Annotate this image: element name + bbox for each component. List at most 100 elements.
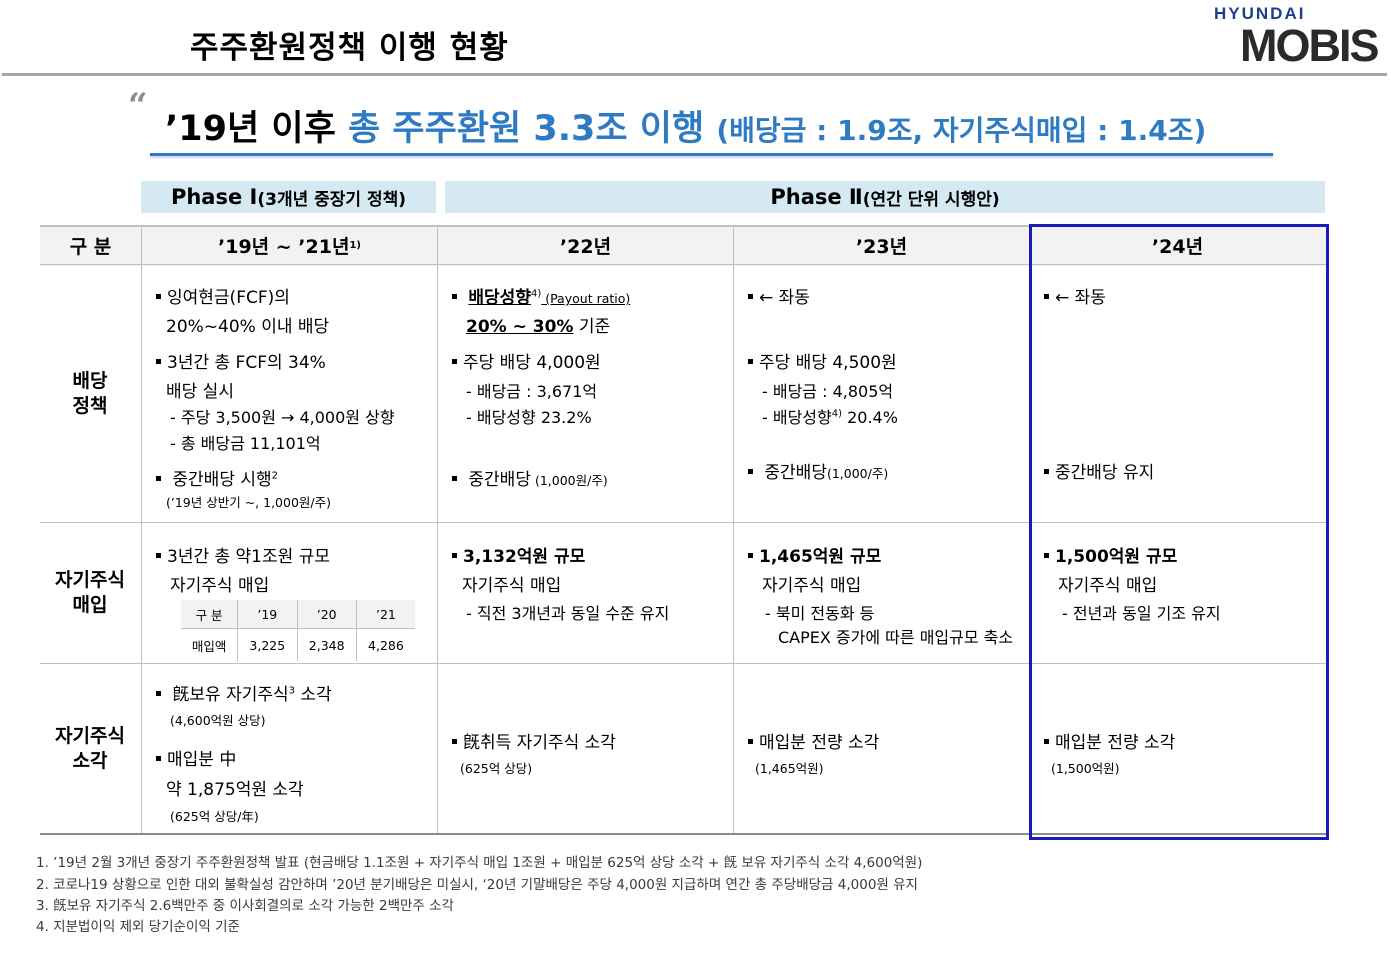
dividend-c3-line4-tail: 20.4% (842, 408, 898, 427)
col-header-2019-2021-label: ’19년 ~ ’21년 (218, 236, 350, 258)
footnote-4: 4. 지분법이익 제외 당기순이익 기준 (36, 919, 240, 935)
dividend-c2-line1: 배당성향4) (Payout ratio) (452, 283, 630, 308)
phase2-label: Phase Ⅱ (770, 185, 863, 209)
dividend-c2-line5: - 배당성향 23.2% (466, 408, 592, 427)
dividend-c2-line6: 중간배당 (1,000원/주) (452, 465, 607, 490)
buyback-c2-line1: 3,132억원 규모 (452, 542, 585, 567)
quote-mark-icon: “ (128, 86, 148, 126)
cancel-c4-line2: (1,500억원) (1051, 761, 1120, 776)
phase1-note: (3개년 중장기 정책) (257, 189, 407, 210)
phase1-band: Phase Ⅰ (3개년 중장기 정책) (141, 181, 436, 213)
col-header-2024: ’24년 (1151, 236, 1204, 258)
cancel-c1-line3: 매입분 中 (156, 745, 236, 770)
headline-part3: (배당금 : 1.9조, 자기주식매입 : 1.4조) (716, 114, 1207, 147)
buyback-c1-line2: 자기주식 매입 (170, 576, 270, 596)
row-head-dividend: 배당 정책 (40, 265, 140, 522)
dividend-c3-line5-note: (1,000/주) (826, 466, 889, 481)
mini-table-header: ’19 (237, 600, 297, 629)
dividend-c3-line1: ← 좌동 (748, 283, 810, 308)
mini-table-row: 매입액 3,225 2,348 4,286 (181, 628, 415, 661)
phase2-note: (연간 단위 시행안) (862, 189, 1000, 210)
buyback-c4-line3: - 전년과 동일 기조 유지 (1062, 604, 1221, 623)
buyback-c3-line4: CAPEX 증가에 따른 매입규모 축소 (778, 628, 1014, 647)
row-divider (40, 663, 1328, 664)
page-title: 주주환원정책 이행 현황 (190, 30, 509, 66)
dividend-c3-line5-text: 중간배당 (764, 463, 827, 483)
phase1-label: Phase Ⅰ (170, 185, 258, 209)
row-head-dividend-line2: 정책 (72, 394, 108, 417)
col-header-2022: ’22년 (559, 236, 612, 258)
mini-table-header: ’21 (355, 600, 415, 629)
dividend-c2-line2: 20% ~ 30% 기준 (466, 312, 610, 337)
dividend-c1-line7: 중간배당 시행2 (156, 465, 278, 490)
dividend-c1-line6: - 총 배당금 11,101억 (170, 434, 321, 453)
dividend-c2-line3: 주당 배당 4,000원 (452, 348, 601, 373)
payout-ratio-note: (Payout ratio) (541, 291, 631, 306)
row-head-buyback: 자기주식 매입 (40, 523, 140, 663)
buyback-mini-table: 구 분 ’19 ’20 ’21 매입액 3,225 2,348 4,286 (181, 600, 415, 661)
dividend-c2-line6-text: 중간배당 (468, 470, 531, 490)
col-header-2019-2021: ’19년 ~ ’21년 1) (142, 225, 437, 266)
buyback-c3-line3: - 북미 전동화 등 (765, 604, 875, 623)
cancel-c1-line4: 약 1,875억원 소각 (166, 780, 304, 800)
cancel-c3-line2: (1,465억원) (755, 761, 824, 776)
cancel-c1-line1: 旣보유 자기주식3 소각 (156, 680, 331, 705)
payout-range: 20% ~ 30% (466, 317, 574, 337)
col-header-2023: ’23년 (855, 236, 908, 258)
buyback-c3-line1: 1,465억원 규모 (748, 542, 881, 567)
dividend-c4-line2: 중간배당 유지 (1044, 458, 1154, 483)
headline-part1: ’19년 이후 (165, 109, 348, 149)
buyback-c3-line2: 자기주식 매입 (762, 576, 862, 596)
buyback-c4-line1: 1,500억원 규모 (1044, 542, 1177, 567)
dividend-c3-line4-text: - 배당성향 (762, 408, 832, 427)
headline-part2: 총 주주환원 3.3조 이행 (347, 109, 717, 149)
footnote-ref: 3 (288, 685, 296, 697)
footnote-ref: 4) (530, 288, 542, 300)
phase2-band: Phase Ⅱ (연간 단위 시행안) (445, 181, 1325, 213)
dividend-c2-line4: - 배당금 : 3,671억 (466, 382, 598, 401)
row-divider (40, 522, 1328, 523)
dividend-c1-line1: 잉여현금(FCF)의 (156, 283, 290, 308)
cancel-c1-line5: (625억 상당/年) (170, 809, 259, 824)
dividend-c4-line1: ← 좌동 (1044, 283, 1106, 308)
footnote-2: 2. 코로나19 상황으로 인한 대외 불확실성 감안하며 ’20년 분기배당은… (36, 877, 918, 893)
buyback-c4-line2: 자기주식 매입 (1058, 576, 1158, 596)
table-bottom-rule (40, 833, 1328, 835)
footnote-1: 1. ’19년 2월 3개년 중장기 주주환원정책 발표 (현금배당 1.1조원… (36, 855, 923, 871)
cancel-c2-line1: 旣취득 자기주식 소각 (452, 728, 616, 753)
buyback-c2-line3: - 직전 3개년과 동일 수준 유지 (466, 604, 670, 623)
mini-table-cell: 매입액 (191, 638, 227, 654)
row-head-buyback-line1: 자기주식 (55, 569, 125, 591)
dividend-c1-line3: 3년간 총 FCF의 34% (156, 348, 326, 373)
headline-underline (150, 153, 1273, 156)
logo-mobis-text: MOBIS (1240, 20, 1380, 71)
cancel-c3-line1: 매입분 전량 소각 (748, 728, 879, 753)
row-divider (40, 264, 1328, 265)
dividend-c3-line5: 중간배당(1,000/주) (748, 458, 888, 483)
payout-range-tail: 기준 (573, 317, 611, 337)
mini-table-header: ’20 (296, 600, 357, 629)
mini-table-cell: 4,286 (355, 628, 415, 661)
logo-hyundai-text: HYUNDAI (1214, 4, 1306, 23)
dividend-c3-line4: - 배당성향4) 20.4% (762, 404, 898, 428)
mini-table-header: 구 분 (181, 600, 238, 629)
column-divider (733, 225, 734, 833)
buyback-c1-line1: 3년간 총 약1조원 규모 (156, 542, 330, 567)
footnote-ref: 2 (271, 470, 279, 482)
footnote-ref: 1) (349, 240, 361, 251)
headline: ’19년 이후 총 주주환원 3.3조 이행 (배당금 : 1.9조, 자기주식… (165, 100, 1206, 151)
dividend-c1-line5: - 주당 3,500원 → 4,000원 상향 (170, 408, 395, 427)
dividend-c3-line3: - 배당금 : 4,805억 (762, 382, 894, 401)
row-head-dividend-line1: 배당 (72, 369, 108, 392)
mini-table-header-row: 구 분 ’19 ’20 ’21 (181, 600, 415, 629)
row-head-cancel-line2: 소각 (72, 750, 108, 772)
mini-table-cell: 2,348 (296, 628, 357, 661)
cancel-c4-line1: 매입분 전량 소각 (1044, 728, 1175, 753)
row-head-cancel: 자기주식 소각 (40, 664, 140, 834)
dividend-c1-line4: 배당 실시 (166, 382, 234, 402)
payout-ratio-label: 배당성향 (468, 288, 531, 308)
mini-table-cell: 3,225 (237, 628, 297, 661)
highlight-2024-box (1029, 224, 1329, 840)
footnote-ref: 4) (831, 408, 843, 420)
column-divider (141, 225, 142, 833)
